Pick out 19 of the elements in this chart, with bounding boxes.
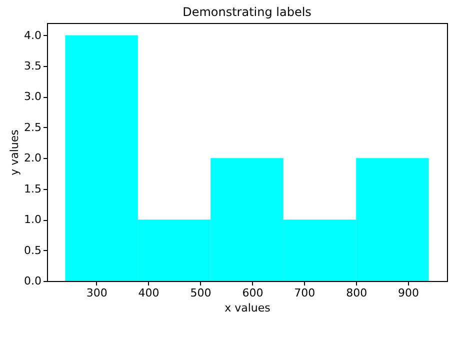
y-tick-label: 0.5 bbox=[24, 244, 42, 257]
y-tick-label: 1.0 bbox=[24, 213, 42, 226]
y-axis-title: y values bbox=[8, 129, 22, 176]
x-tick-label: 800 bbox=[346, 286, 368, 300]
y-tick-label: 0.0 bbox=[24, 274, 42, 288]
x-tick-label: 700 bbox=[294, 286, 316, 300]
chart-title: Demonstrating labels bbox=[182, 5, 312, 19]
y-tick-label: 2.0 bbox=[24, 152, 42, 165]
x-tick-label: 600 bbox=[242, 286, 264, 300]
y-tick-label: 4.0 bbox=[24, 28, 42, 42]
y-tick-label: 3.5 bbox=[24, 60, 42, 72]
y-tick-label: 1.5 bbox=[24, 182, 42, 196]
x-tick-label: 900 bbox=[398, 286, 420, 300]
y-tick-label: 2.5 bbox=[24, 120, 42, 134]
x-tick-label: 500 bbox=[190, 286, 212, 300]
x-axis-title: x values bbox=[224, 302, 271, 314]
x-tick-label: 300 bbox=[86, 286, 108, 300]
y-tick-label: 3.0 bbox=[24, 90, 42, 104]
x-tick-label: 400 bbox=[138, 286, 160, 300]
